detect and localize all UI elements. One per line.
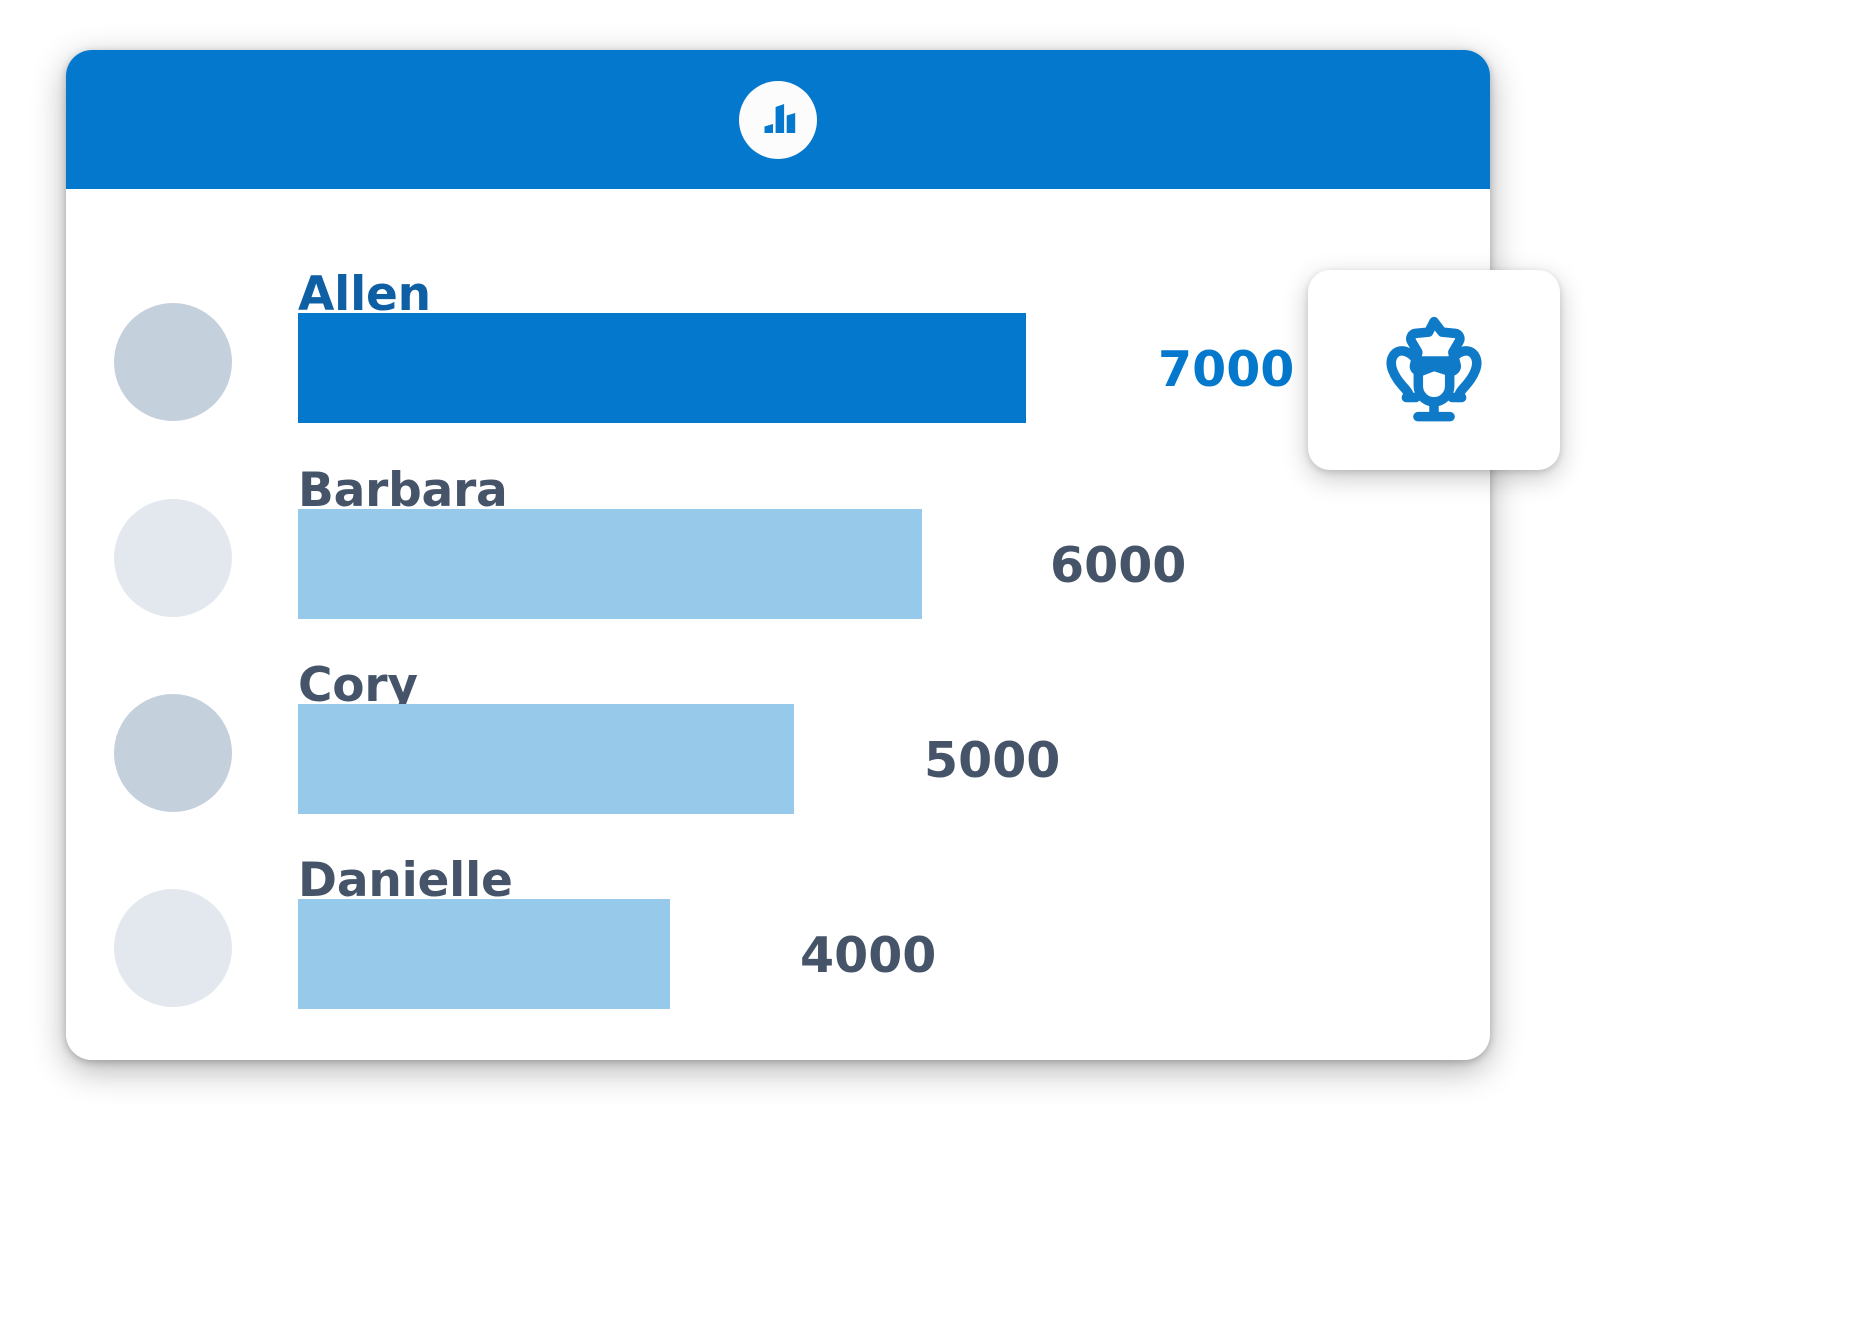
card-body: Allen 7000 Barbara 6000 Cory 5000 (66, 189, 1490, 1060)
leaderboard-card: Allen 7000 Barbara 6000 Cory 5000 (66, 50, 1490, 1060)
list-item-name: Allen (298, 267, 431, 322)
list-item-value: 5000 (924, 732, 1061, 789)
avatar (114, 499, 232, 617)
bar-chart-icon (755, 95, 801, 145)
app-logo (739, 80, 817, 159)
list-item-name: Barbara (298, 463, 508, 518)
bar-cory (298, 704, 794, 814)
top-performer-badge[interactable]: Top performer (1308, 270, 1560, 470)
list-item-name: Danielle (298, 853, 513, 908)
list-item-value: 4000 (800, 927, 937, 984)
bar-allen (298, 313, 1026, 423)
list-item-value: 6000 (1050, 537, 1187, 594)
bar-barbara (298, 509, 922, 619)
trophy-star-icon (1368, 302, 1500, 438)
list-item-name: Cory (298, 658, 418, 713)
avatar (114, 889, 232, 1007)
card-header (66, 50, 1490, 189)
avatar (114, 303, 232, 421)
avatar (114, 694, 232, 812)
list-item-value: 7000 (1158, 341, 1295, 398)
bar-danielle (298, 899, 670, 1009)
